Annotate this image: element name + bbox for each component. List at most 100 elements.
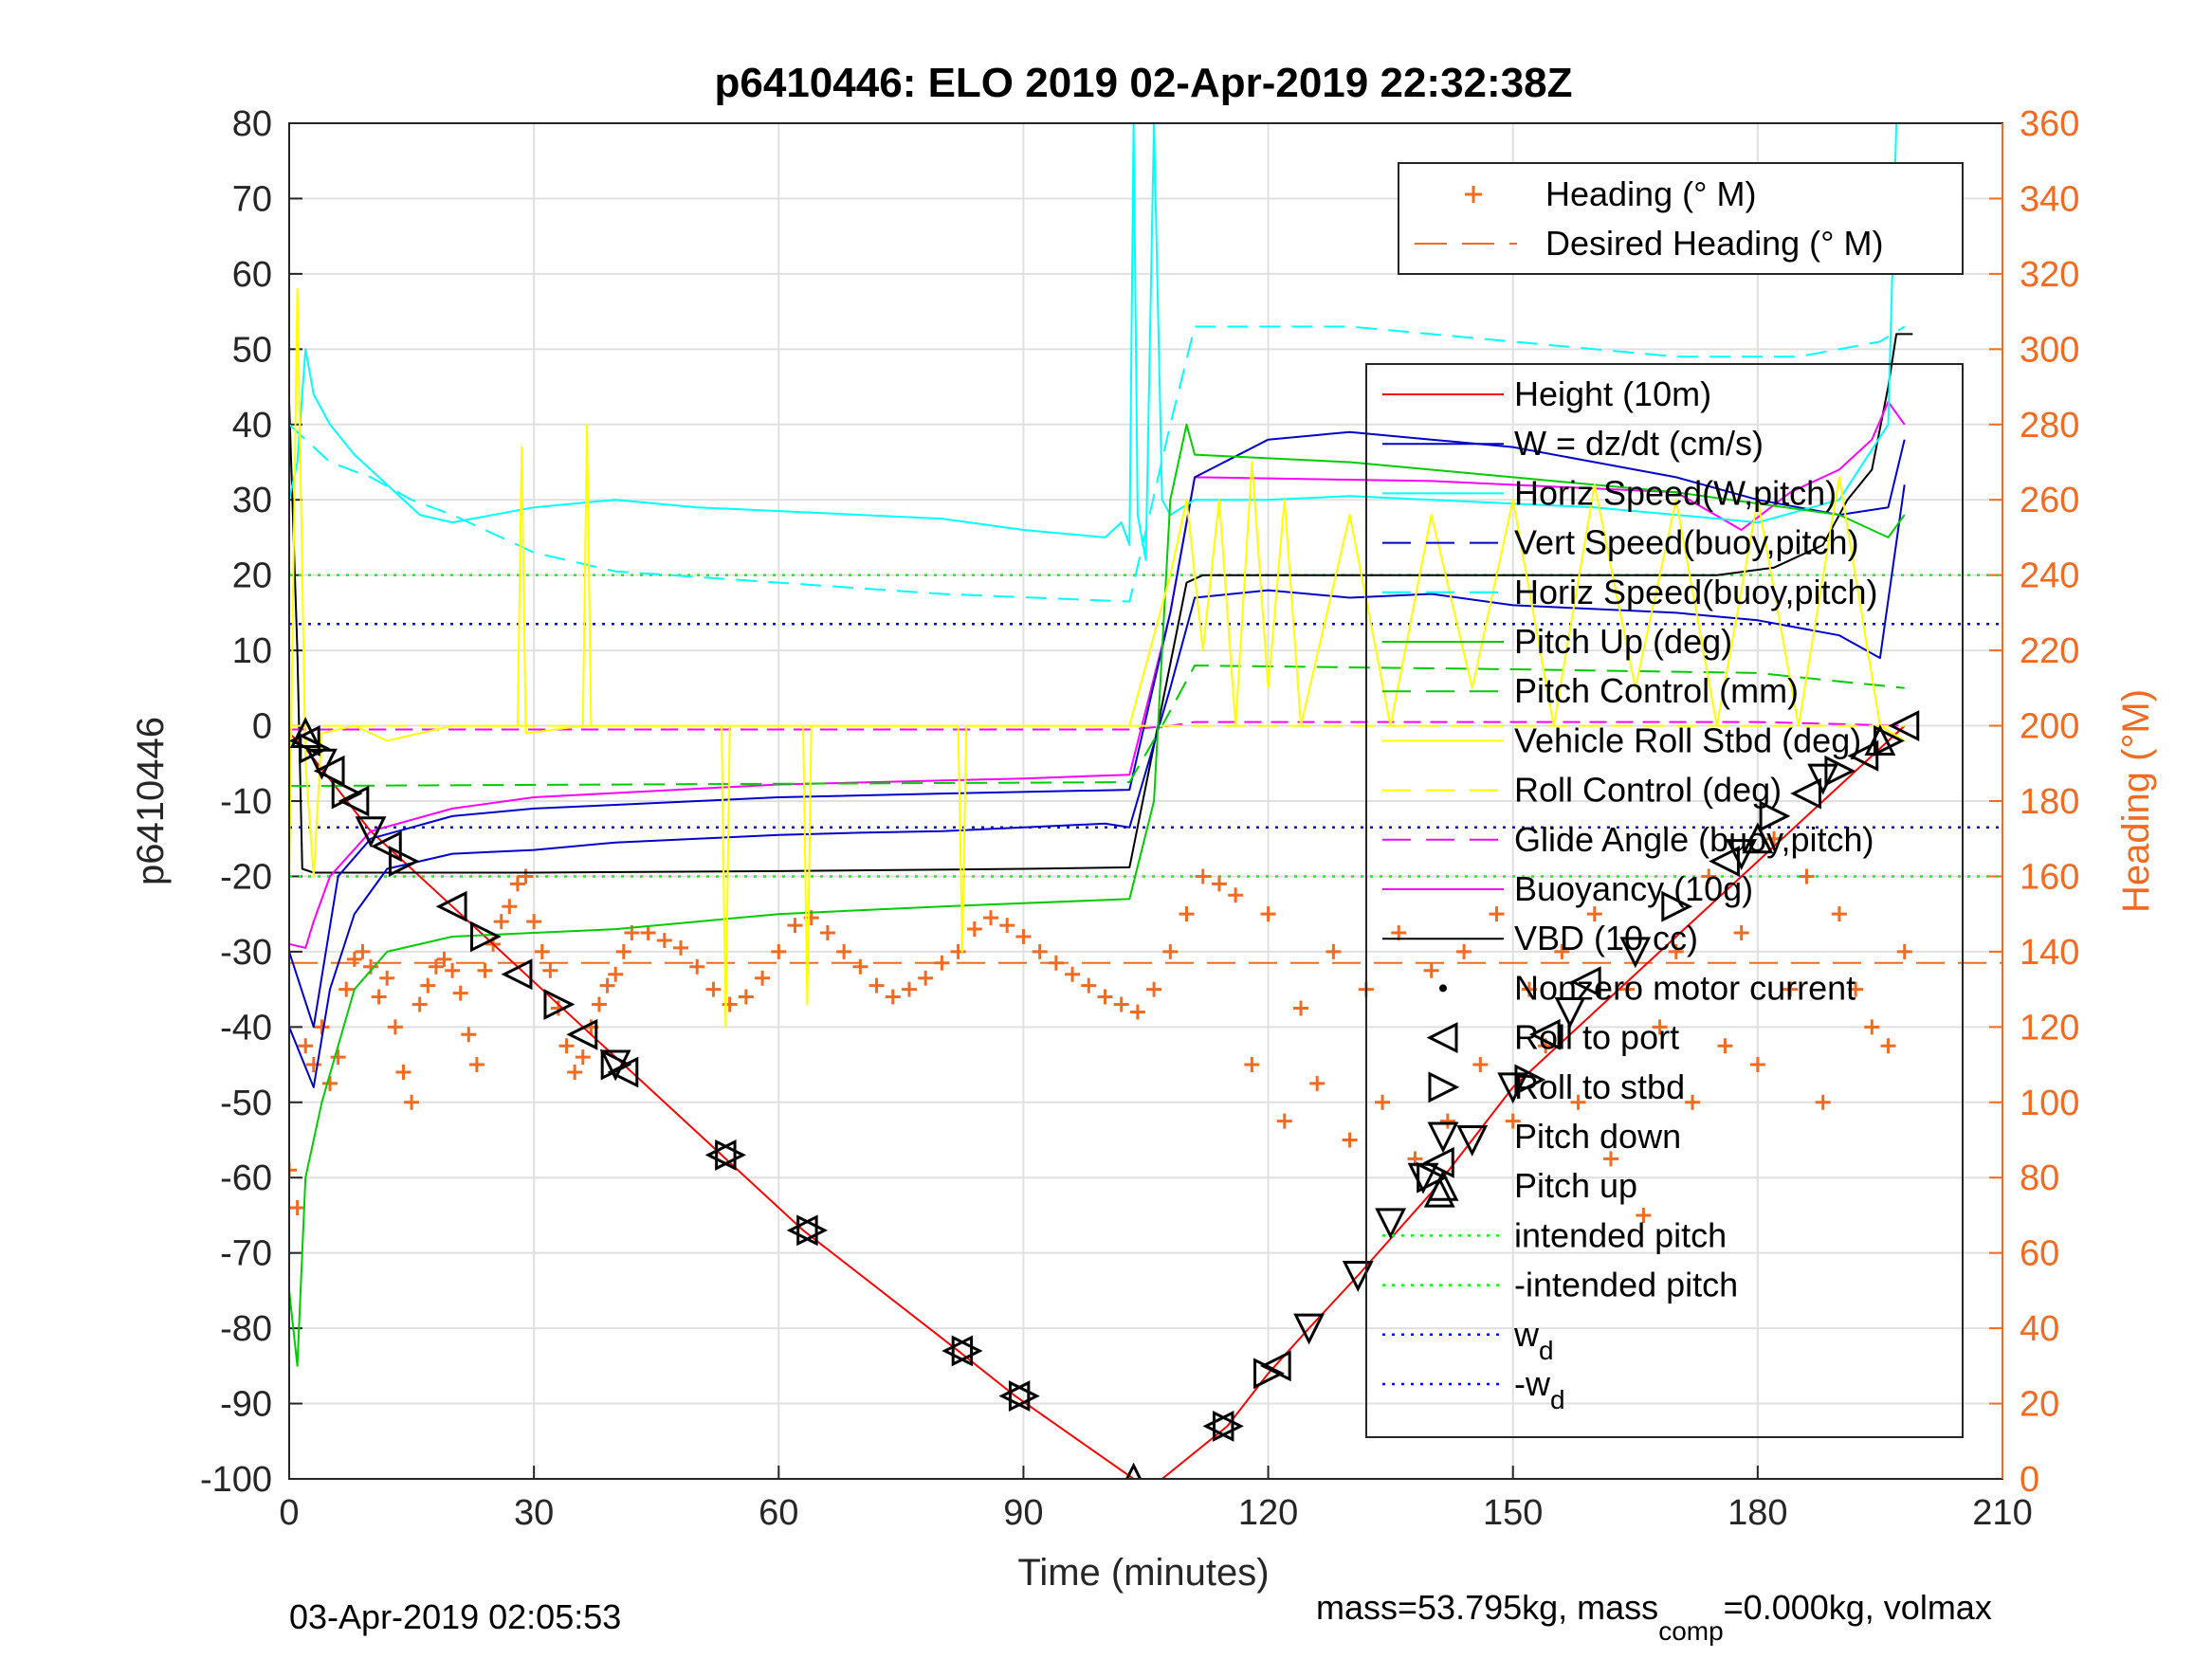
legend-item-label: Horiz Speed(W,pitch) — [1514, 473, 1837, 512]
legend-heading-label: Heading (° M) — [1545, 174, 1756, 213]
heading-point — [738, 989, 754, 1005]
legend-item-label: Vehicle Roll Stbd (deg) — [1514, 720, 1861, 759]
y-right-tick-label: 300 — [2020, 330, 2079, 370]
heading-point — [1701, 868, 1717, 884]
y-tick-label: 60 — [232, 255, 272, 295]
heading-point — [1113, 996, 1129, 1012]
y-right-tick-label: 0 — [2020, 1460, 2039, 1500]
roll-to-port-marker — [1888, 710, 1920, 741]
roll-to-stbd-marker — [331, 777, 363, 810]
pitch-down-marker — [1807, 763, 1839, 795]
legend-swatch — [1439, 984, 1447, 993]
legend-item-text: Nonzero motor current — [1514, 968, 1856, 1007]
heading-point — [452, 985, 468, 1001]
pitch-down-marker — [1726, 839, 1758, 870]
legend-item-label: Height (10m) — [1514, 374, 1711, 413]
series-height-10m — [289, 724, 1906, 1479]
heading-point — [289, 1162, 297, 1178]
roll-to-stbd-marker — [951, 1335, 983, 1367]
legend-item-label: Horiz Speed(buoy,pitch) — [1514, 573, 1878, 611]
x-tick-label: 210 — [1972, 1493, 2032, 1533]
heading-point — [1342, 1132, 1358, 1148]
series-buoyancy-10g — [289, 400, 1906, 949]
roll-to-port-marker — [313, 755, 345, 787]
legend-item-text: Roll to stbd — [1514, 1067, 1685, 1106]
heading-point — [298, 1038, 314, 1054]
footer-mass: mass=53.795kg, masscomp=0.000kg, volmax — [1316, 1588, 1992, 1646]
heading-point — [1423, 962, 1439, 978]
x-tick-label: 30 — [514, 1493, 554, 1533]
legend-item-label: Pitch Up (deg) — [1514, 622, 1732, 661]
y-tick-label: -100 — [200, 1460, 272, 1500]
legend-swatch — [1427, 1121, 1459, 1154]
y-axis-right-label: Heading (°M) — [2115, 689, 2157, 913]
legend-item-text: Pitch up — [1514, 1166, 1637, 1205]
y-right-tick-label: 160 — [2020, 857, 2079, 897]
y-right-tick-label: 80 — [2020, 1158, 2059, 1198]
series-horiz-speed-w-pitch — [289, 123, 1898, 561]
heading-point — [1848, 981, 1864, 997]
heading-point — [322, 1075, 338, 1091]
heading-point — [1081, 977, 1097, 994]
roll-to-port-marker — [786, 1214, 818, 1247]
heading-point — [1831, 906, 1847, 922]
heading-point — [436, 951, 452, 967]
heading-point — [542, 962, 558, 978]
heading-point — [1228, 887, 1244, 903]
series-vert-speed-buoy-pitch — [289, 430, 1906, 1029]
footer-mass-post: =0.000kg, volmax — [1724, 1588, 1992, 1627]
heading-point — [599, 977, 615, 994]
legend-item-text: Pitch Control (mm) — [1514, 671, 1799, 710]
heading-point — [1864, 1019, 1880, 1035]
roll-to-port-marker — [1569, 966, 1601, 998]
heading-point — [477, 962, 493, 978]
legend-item-label: Roll to port — [1514, 1018, 1679, 1057]
heading-point — [755, 970, 771, 986]
heading-point — [1309, 1075, 1325, 1091]
axis-ticks: 0 30 60 90 120 150 180 21080706050403020100-10-… — [200, 104, 2079, 1533]
roll-to-stbd-marker — [1253, 1358, 1285, 1390]
y-right-tick-label: 100 — [2020, 1084, 2079, 1123]
roll-to-port-marker — [338, 785, 370, 817]
legend-item-text: Pitch down — [1514, 1117, 1681, 1156]
x-tick-label: 150 — [1483, 1493, 1543, 1533]
legend-item-subscript: d — [1539, 1336, 1554, 1365]
y-right-tick-label: 180 — [2020, 782, 2079, 822]
roll-to-stbd-marker — [388, 846, 420, 877]
legend-item-text: Buoyancy (10g) — [1514, 869, 1753, 908]
heading-point — [1652, 1019, 1668, 1035]
pitch-down-marker — [305, 748, 338, 780]
heading-point — [330, 1049, 346, 1066]
y-right-tick-label: 260 — [2020, 481, 2079, 520]
legend-item-label: Pitch Control (mm) — [1514, 671, 1799, 710]
series-horiz-speed-buoy-pitch — [289, 325, 1906, 603]
roll-to-stbd-marker — [1759, 800, 1791, 832]
y-right-tick-label: 40 — [2020, 1309, 2059, 1349]
pitch-up-marker — [289, 717, 321, 748]
roll-to-stbd-marker — [1008, 1380, 1040, 1413]
y-right-tick-label: 120 — [2020, 1008, 2079, 1048]
heading-point — [901, 981, 917, 997]
roll-to-stbd-marker — [543, 989, 576, 1020]
heading-point — [836, 943, 852, 959]
roll-to-stbd-marker — [1213, 1410, 1244, 1442]
y-tick-label: -30 — [220, 933, 272, 973]
roll-to-port-marker — [1259, 1350, 1291, 1382]
heading-point — [1782, 981, 1799, 997]
legend-item-text: Vert Speed(buoy,pitch) — [1514, 523, 1859, 562]
legend-item-text: Horiz Speed(W,pitch) — [1514, 473, 1837, 512]
legend-item-subscript: d — [1550, 1385, 1565, 1414]
legend-item-text: -w — [1514, 1364, 1551, 1403]
y-tick-label: -90 — [220, 1385, 272, 1425]
x-tick-label: 120 — [1238, 1493, 1298, 1533]
heading-point — [1636, 1207, 1652, 1223]
y-tick-label: 40 — [232, 406, 272, 446]
legend-item-text: W = dz/dt (cm/s) — [1514, 424, 1764, 463]
legend-item-label: Roll Control (deg) — [1514, 771, 1782, 810]
y-right-tick-label: 220 — [2020, 631, 2079, 671]
heading-point — [1065, 966, 1081, 982]
heading-point — [575, 1049, 591, 1066]
heading-point — [1292, 1000, 1308, 1016]
legend-swatch — [1426, 1022, 1458, 1054]
footer-mass-pre: mass=53.795kg, mass — [1316, 1588, 1658, 1627]
